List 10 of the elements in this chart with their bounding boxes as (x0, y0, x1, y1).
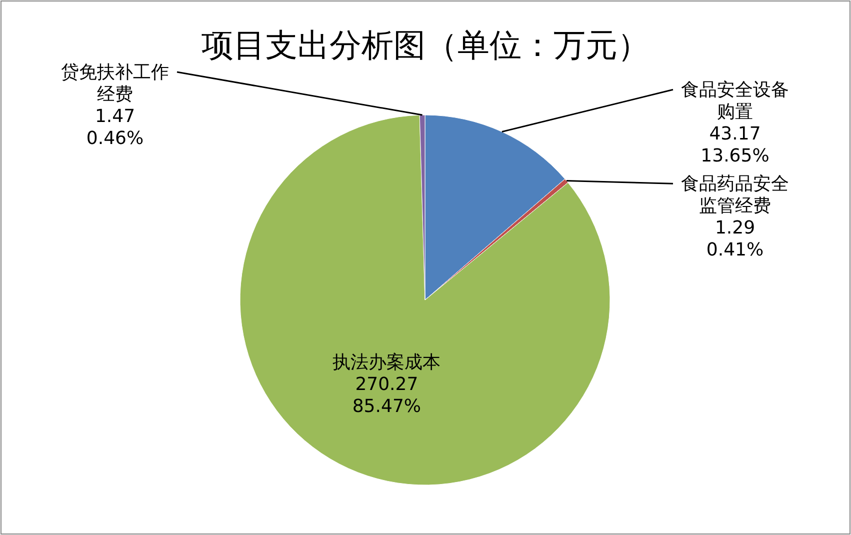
data-label: 270.27 85.47% (352, 374, 421, 418)
slice-label: 食品药品安全监管经费 (681, 174, 789, 217)
chart-title: 项目支出分析图（单位：万元） (202, 26, 650, 64)
slice-label: 食品安全设备购置 (681, 80, 789, 123)
data-label: 1.29 0.41% (706, 218, 764, 261)
pie-slice (240, 114, 610, 486)
slice-label: 贷免扶补工作经费 (61, 62, 169, 106)
data-label: 1.47 0.46% (86, 106, 144, 150)
data-label: 43.17 13.65% (700, 124, 770, 167)
slice-label: 执法办案成本 (332, 352, 441, 374)
